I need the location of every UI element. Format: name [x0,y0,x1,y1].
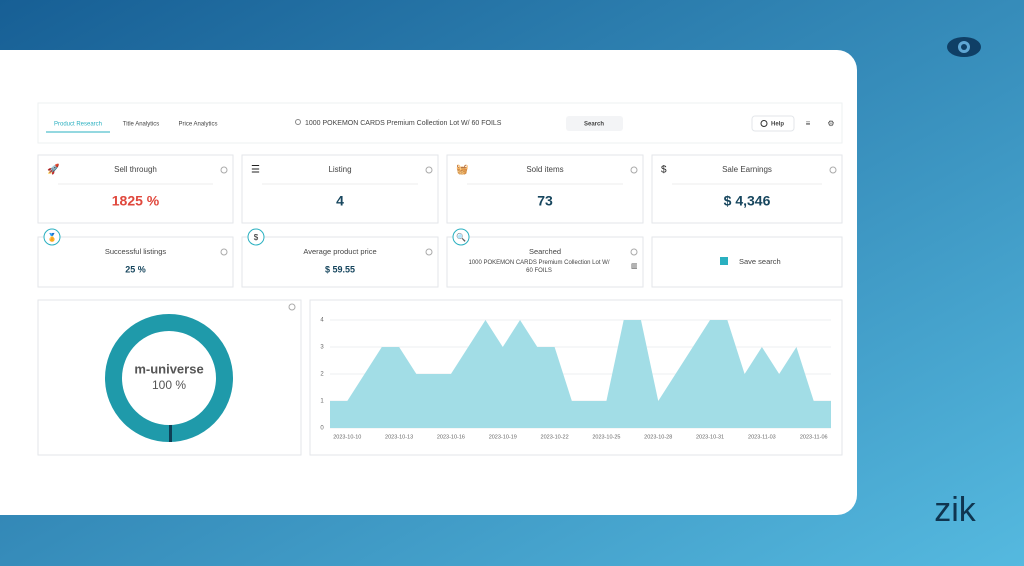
area-chart: 0 1 2 3 4 2023-10-10 2023-10-13 2023-10-16 2023-… [320,318,831,440]
card-icon: $ [661,165,667,176]
card-value: $ 4,346 [724,193,771,209]
card-title: Sell through [114,165,157,174]
x-tick-label: 2023-10-28 [644,434,672,440]
y-tick-label: 0 [320,426,324,432]
eye-icon [947,37,981,57]
card-title: Sold items [526,165,563,174]
metric-card [37,154,234,224]
info-icon [425,248,433,256]
card-value: 25 % [125,264,146,274]
search-icon [295,119,301,125]
card-value: 1000 POKEMON CARDS Premium Collection Lo… [468,260,609,274]
header-bar [37,102,843,144]
card-icon: 🧺 [456,164,468,176]
card-title: Successful listings [105,247,167,256]
card-value: $ 59.55 [325,264,355,274]
info-icon [630,166,638,174]
filter-icon[interactable]: ≡ [806,119,811,128]
x-tick-label: 2023-11-03 [748,434,776,440]
cards-row: 🚀 Sell through 1825 % ☰ Listing 4 🧺 Sold items 7… [37,154,843,224]
card-icon: 🔍 [456,232,466,242]
y-tick-label: 1 [320,399,324,405]
tab[interactable]: Title Analytics [123,122,159,128]
icon-ring [247,228,265,246]
x-tick-label: 2023-11-06 [800,434,828,440]
info-icon [425,166,433,174]
icon-ring [43,228,61,246]
x-tick-label: 2023-10-10 [333,434,361,440]
card-title: Average product price [303,247,376,256]
y-tick-label: 2 [320,372,324,378]
help-icon [760,120,768,127]
metric-card [241,236,439,288]
info-icon [829,166,837,174]
search-button-label: Search [584,122,604,128]
card-icon: 🏅 [47,232,57,242]
chart-icon: ▥ [631,263,638,270]
search-input[interactable]: 1000 POKEMON CARDS Premium Collection Lo… [305,120,502,127]
card-icon: $ [254,233,259,242]
save-icon [720,257,728,265]
card-icon: 🚀 [47,163,60,176]
tab[interactable]: Product Research [54,122,102,128]
metric-card [651,154,843,224]
card-title: Searched [529,247,561,256]
info-icon [220,248,228,256]
brand: zik [934,491,977,529]
card-title: Listing [328,165,351,174]
x-tick-label: 2023-10-25 [592,434,620,440]
slice-value: 100 % [152,378,186,392]
cards-row: 🏅 Successful listings 25 % $ Average product… [37,228,843,288]
card-value: 73 [537,193,553,209]
metric-card [446,154,644,224]
save-label: Save search [739,257,781,266]
metric-card[interactable] [651,236,843,288]
x-tick-label: 2023-10-16 [437,434,465,440]
line: 60 FOILS [526,268,552,274]
line: 1000 POKEMON CARDS Premium Collection Lo… [468,260,609,266]
metric-card [446,236,644,288]
help-button[interactable] [751,115,795,132]
card-title: Sale Earnings [722,165,772,174]
donut-chart: 100 % m-universe [105,314,233,442]
card-value: 4 [336,193,344,209]
card-value: 1825 % [112,193,160,209]
x-tick-label: 2023-10-13 [385,434,413,440]
card-icon: ☰ [251,165,260,176]
info-icon [220,166,228,174]
info-icon [288,303,296,311]
x-tick-label: 2023-10-31 [696,434,724,440]
slice-name: m-universe [134,361,203,376]
search-button[interactable] [566,116,623,131]
x-tick-label: 2023-10-22 [541,434,569,440]
y-tick-label: 3 [320,345,324,351]
metric-card [241,154,439,224]
info-icon [630,248,638,256]
settings-icon[interactable]: ⚙ [827,119,834,128]
help-label: Help [771,122,784,128]
y-tick-label: 4 [320,318,324,324]
area [330,320,831,428]
icon-ring [452,228,470,246]
x-tick-label: 2023-10-19 [489,434,517,440]
slice-edge [169,425,172,442]
tab[interactable]: Price Analytics [178,122,217,128]
metric-card [37,236,234,288]
